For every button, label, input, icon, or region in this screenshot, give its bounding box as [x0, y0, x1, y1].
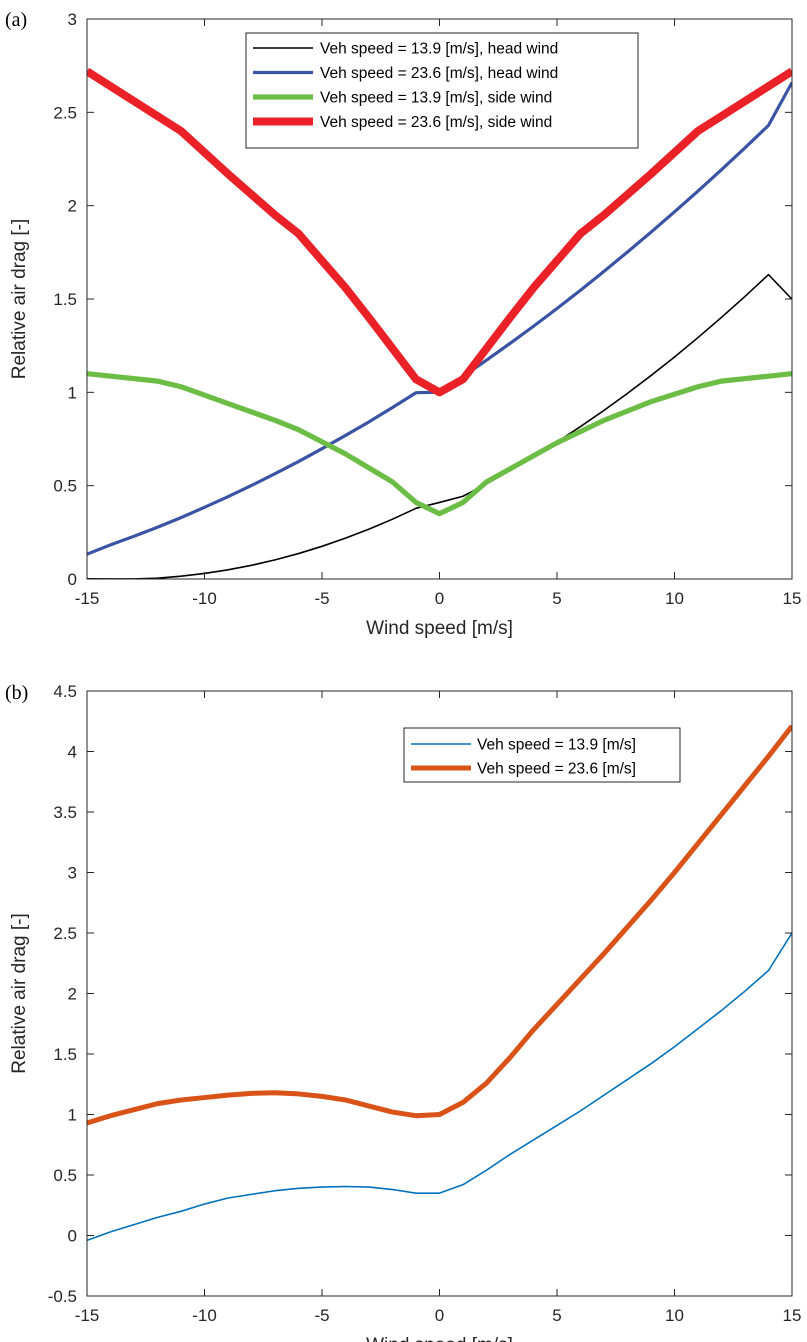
panel-label: (a): [5, 9, 27, 31]
legend-box: [245, 32, 639, 149]
x-axis-label: Wind speed [m/s]: [366, 618, 513, 639]
x-tick-label: 5: [552, 1306, 561, 1325]
y-tick-label: 0.5: [53, 477, 77, 496]
legend-entry-2: Veh speed = 23.6 [m/s]: [477, 761, 636, 778]
x-tick-label: -10: [192, 589, 217, 608]
y-tick-label: 1.5: [53, 290, 77, 309]
y-tick-label: 0.5: [53, 1166, 77, 1185]
chart-panel-a: (a) -15 -10 -5 0 5 10 15 0 0.5 1 1.5 2 2.5 3 Wind speed…: [5, 9, 801, 639]
y-tick-label: 3: [68, 10, 77, 29]
y-tick-label: 2: [68, 197, 77, 216]
y-tick-label: 4: [68, 743, 77, 762]
y-axis-label: Relative air drag [-]: [9, 219, 30, 380]
y-tick-label: 4.5: [53, 682, 77, 701]
legend-entry-1: Veh speed = 13.9 [m/s], head wind: [320, 41, 558, 58]
plot-area: [87, 691, 792, 1296]
legend: Veh speed = 13.9 [m/s] Veh speed = 23.6 […: [403, 727, 681, 783]
legend-entry-4: Veh speed = 23.6 [m/s], side wind: [320, 114, 552, 131]
y-tick-label: 0: [68, 570, 77, 589]
x-tick-label: 15: [783, 1306, 802, 1325]
legend: Veh speed = 13.9 [m/s], head wind Veh spe…: [245, 32, 639, 149]
chart-panel-b: (b) -15 -10 -5 0 5 10 15 -0.5 0 0.5 1 1.5 2 2.5 3 3.5 4 4.…: [5, 682, 801, 1342]
y-tick-label: 3.5: [53, 803, 77, 822]
legend-entry-2: Veh speed = 23.6 [m/s], head wind: [320, 65, 558, 82]
x-tick-label: 10: [665, 589, 684, 608]
y-tick-label: 1: [68, 1106, 77, 1125]
series-group: [87, 724, 792, 1242]
x-tick-label: -5: [314, 589, 329, 608]
y-tick-label: 1.5: [53, 1045, 77, 1064]
x-tick-label: -15: [75, 1306, 100, 1325]
legend-entry-3: Veh speed = 13.9 [m/s], side wind: [320, 90, 552, 107]
y-tick-label: 2.5: [53, 103, 77, 122]
x-tick-label: -10: [192, 1306, 217, 1325]
y-axis-label: Relative air drag [-]: [9, 913, 30, 1074]
series-line-3: [87, 371, 792, 517]
x-tick-label: 15: [783, 589, 802, 608]
y-tick-label: 1: [68, 383, 77, 402]
x-tick-label: 0: [435, 589, 444, 608]
legend-box: [403, 727, 681, 783]
y-tick-label: 2: [68, 985, 77, 1004]
panel-label: (b): [5, 682, 28, 704]
x-tick-label: 10: [665, 1306, 684, 1325]
y-tick-label: 2.5: [53, 924, 77, 943]
x-tick-label: -15: [75, 589, 100, 608]
x-axis-label: Wind speed [m/s]: [366, 1335, 513, 1342]
legend-entry-1: Veh speed = 13.9 [m/s]: [477, 737, 636, 754]
y-tick-label: 3: [68, 864, 77, 883]
x-tick-label: 5: [552, 589, 561, 608]
y-tick-label: 0: [68, 1227, 77, 1246]
x-tick-label: -5: [314, 1306, 329, 1325]
y-tick-label: -0.5: [48, 1287, 77, 1306]
series-line-4: [87, 67, 792, 397]
series-line-2: [87, 724, 792, 1126]
series-line-1: [87, 932, 792, 1242]
x-tick-label: 0: [435, 1306, 444, 1325]
